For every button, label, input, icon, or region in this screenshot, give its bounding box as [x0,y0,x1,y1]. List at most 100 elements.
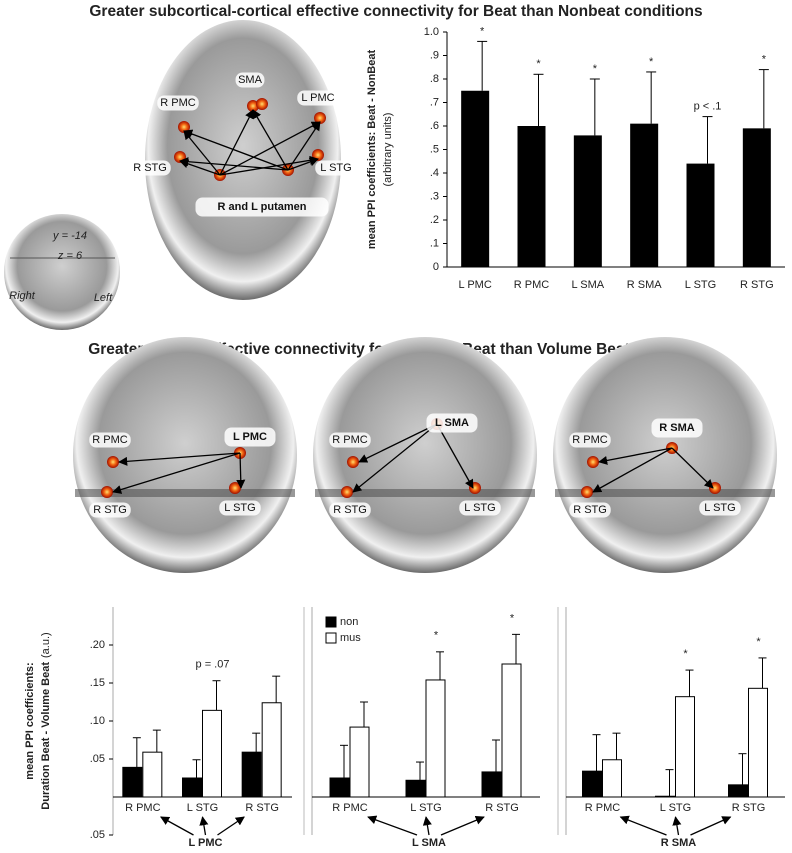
y-tick-label: 0 [433,261,439,273]
activation [107,456,119,468]
brain-label: R STG [573,504,607,516]
activation [229,482,241,494]
y-tick-label: .2 [430,214,439,226]
brain-label: L STG [320,162,351,174]
activation [709,482,721,494]
annotation: p < .1 [694,101,722,113]
bar [329,777,350,798]
bar [182,777,202,798]
seed-arrow [422,816,432,836]
x-tick-label: R PMC [332,802,368,814]
x-axis-label: L PMC [188,837,222,849]
bar [241,751,262,798]
label-box [157,95,199,111]
activation [256,98,268,110]
connection-arrow [436,423,474,489]
legend-swatch [325,632,337,644]
label-box [459,500,501,516]
brain-label: R PMC [160,97,196,109]
connection-arrow [183,129,289,171]
legend-label: mus [340,632,361,644]
title: Greater subcortical-cortical effective c… [89,3,702,20]
connection-arrow [287,157,319,171]
annotation: * [510,612,515,624]
annotation: * [480,25,485,37]
bar [728,784,748,798]
bar [742,128,771,267]
seed-label: L PMC [233,431,267,443]
connection-arrow [358,423,438,463]
y-tick-label: .10 [90,715,105,727]
connection-arrow [592,447,673,493]
seed-label: R and L putamen [217,201,306,213]
annotation: * [593,63,598,75]
connection-arrow [236,452,246,489]
annotation: * [762,54,767,66]
x-tick-label: R PMC [514,279,550,291]
connection-arrow [252,109,289,171]
brain-label: R PMC [572,434,608,446]
y-axis-label: mean PPI coefficients: [24,662,36,779]
bar [461,90,490,267]
connection-arrow [352,423,438,493]
bar [517,126,546,267]
bar [573,135,602,267]
x-tick-label: R STG [245,802,279,814]
bar [630,123,659,268]
x-tick-label: L PMC [459,279,492,291]
brain-label: R STG [93,504,127,516]
x-tick-label: R STG [740,279,774,291]
connection-arrow [598,447,673,465]
annotation: * [649,56,654,68]
y-tick-label: .1 [430,237,439,249]
bar [675,696,695,798]
bar [655,795,675,798]
x-tick-label: R SMA [627,279,663,291]
bar [349,726,370,798]
connection-arrow [183,130,221,176]
y-tick-label: .05 [90,829,105,841]
bar [686,163,715,267]
legend-swatch [325,616,337,628]
bar [481,771,502,798]
connection-arrow [671,447,714,489]
brain-label: R PMC [92,434,128,446]
bar [501,663,522,798]
brain-label: R PMC [332,434,368,446]
y-axis-sublabel: (arbitrary units) [382,113,394,187]
annotation: * [683,648,688,660]
activation [581,486,593,498]
seed-arrow [619,815,667,836]
label-box [699,500,741,516]
label-box [315,160,357,176]
bar [748,687,768,798]
activation [587,456,599,468]
label-box [195,197,329,217]
inset-label: y = -14 [52,230,87,242]
brain-top [145,20,341,300]
label-box [235,72,265,88]
activation [341,486,353,498]
y-tick-label: .8 [430,73,439,85]
x-tick-label: R STG [485,802,519,814]
brain-images [4,20,341,330]
y-tick-label: .9 [430,49,439,61]
seed-arrow [217,816,245,836]
label-box [224,427,276,447]
seed-arrow [199,816,209,836]
y-axis-label: Duration Beat - Volume Beat (a.u.) [40,632,52,809]
label-box [129,160,171,176]
slice-band [555,489,775,497]
slice-band [315,489,535,497]
label-box [329,502,371,518]
bar [122,766,143,798]
label-box [329,432,371,448]
y-axis-label-line: Duration Beat - Volume Beat [40,662,52,810]
brain-label: SMA [238,74,263,86]
label-box [89,502,131,518]
label-box [297,90,339,106]
brain-label: R STG [133,162,167,174]
x-tick-label: L STG [410,802,441,814]
activation [347,456,359,468]
